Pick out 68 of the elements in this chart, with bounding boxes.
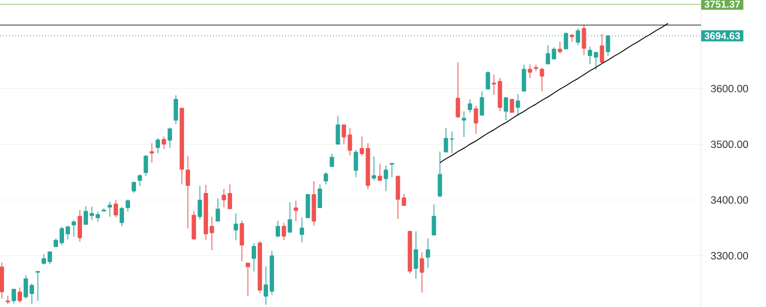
candlestick — [132, 181, 136, 194]
candlestick — [306, 193, 310, 218]
candlestick — [300, 216, 304, 243]
candlestick — [438, 151, 442, 198]
candlestick — [390, 162, 394, 178]
candlestick — [570, 34, 574, 42]
candlestick — [126, 199, 130, 212]
candlestick — [462, 111, 466, 138]
candlestick — [198, 186, 202, 220]
candlestick — [600, 34, 604, 64]
candlestick — [582, 24, 586, 56]
candlestick — [474, 105, 478, 134]
candlestick — [174, 94, 178, 125]
candlestick — [330, 153, 334, 168]
candlestick — [192, 210, 196, 241]
candlestick — [252, 243, 256, 272]
candlestick — [282, 222, 286, 241]
candlestick — [186, 156, 190, 229]
candlestick — [246, 262, 250, 296]
candlestick — [120, 206, 124, 227]
candlestick — [240, 220, 244, 262]
candlestick — [378, 163, 382, 182]
candlestick — [480, 90, 484, 116]
candlestick — [372, 156, 376, 181]
candlestick — [468, 98, 472, 113]
candlestick — [456, 62, 460, 119]
candlestick — [558, 41, 562, 54]
candlestick — [72, 220, 76, 238]
candlestick — [108, 201, 112, 218]
candlestick — [486, 70, 490, 90]
y-tick-label: 3300.00 — [710, 252, 748, 260]
candlestick — [528, 64, 532, 78]
candlestick — [12, 288, 16, 304]
candlestick — [162, 136, 166, 150]
candlestick — [540, 68, 544, 92]
candlestick — [234, 212, 238, 241]
candlestick — [354, 149, 358, 178]
candlestick — [318, 184, 322, 208]
candlestick — [426, 238, 430, 268]
candlestick — [384, 165, 388, 192]
candlestick — [276, 220, 280, 238]
y-tick-label: 3400.00 — [710, 196, 748, 204]
y-tick-label: 3500.00 — [710, 140, 748, 148]
candlestick — [516, 94, 520, 116]
candlestick — [36, 270, 40, 302]
candlestick — [288, 202, 292, 234]
candlestick — [216, 198, 220, 222]
candlestick — [156, 138, 160, 154]
candlestick — [144, 154, 148, 176]
candlestick — [534, 64, 538, 72]
candlestick — [114, 200, 118, 218]
ref-line-label: 3694.63 — [704, 32, 740, 40]
candlestick — [510, 98, 514, 113]
candlestick — [420, 252, 424, 293]
candlestick — [414, 230, 418, 279]
candlestick — [324, 172, 328, 185]
candlestick — [78, 210, 82, 242]
candlestick — [18, 287, 22, 303]
candlestick — [294, 200, 298, 222]
candlestick — [168, 127, 172, 148]
candlestick — [336, 115, 340, 145]
candlestick — [504, 97, 508, 121]
candlestick — [432, 204, 436, 236]
candlestick — [138, 174, 142, 186]
ref-line-label: 3751.37 — [704, 0, 740, 8]
candlestick — [522, 64, 526, 92]
candlestick — [150, 142, 154, 164]
y-tick-label: 3600.00 — [710, 84, 748, 92]
